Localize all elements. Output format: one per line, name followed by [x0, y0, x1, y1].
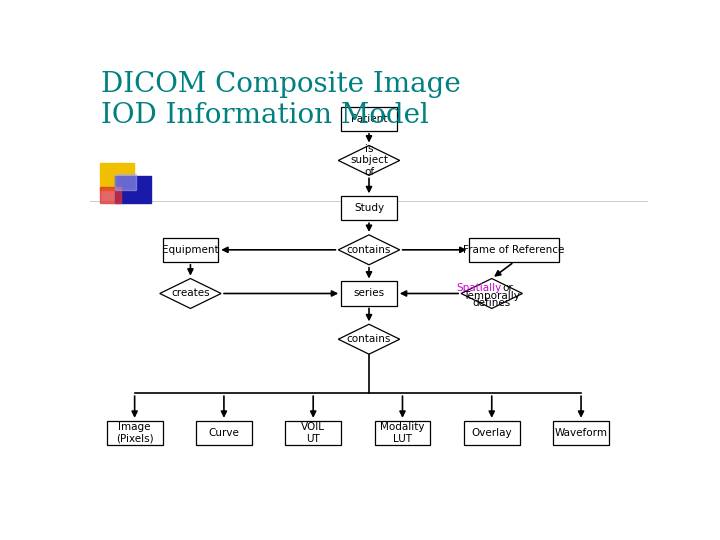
- Text: Frame of Reference: Frame of Reference: [464, 245, 564, 255]
- Text: Spatially: Spatially: [457, 283, 502, 293]
- FancyBboxPatch shape: [285, 421, 341, 445]
- Bar: [114, 174, 136, 190]
- Polygon shape: [338, 235, 400, 265]
- FancyBboxPatch shape: [464, 421, 520, 445]
- Text: Waveform: Waveform: [554, 428, 608, 438]
- Text: DICOM Composite Image
IOD Information Model: DICOM Composite Image IOD Information Mo…: [101, 71, 461, 129]
- Text: creates: creates: [171, 288, 210, 299]
- Polygon shape: [338, 324, 400, 354]
- Bar: [100, 187, 121, 203]
- FancyBboxPatch shape: [469, 238, 559, 262]
- FancyBboxPatch shape: [107, 421, 163, 445]
- Text: Equipment: Equipment: [162, 245, 219, 255]
- FancyBboxPatch shape: [341, 107, 397, 131]
- FancyBboxPatch shape: [374, 421, 431, 445]
- Text: defines: defines: [472, 299, 511, 308]
- Text: Modality
LUT: Modality LUT: [380, 422, 425, 443]
- Bar: [100, 163, 133, 190]
- FancyBboxPatch shape: [341, 281, 397, 306]
- Text: series: series: [354, 288, 384, 299]
- Bar: [114, 176, 150, 203]
- Text: Temporally: Temporally: [464, 291, 520, 301]
- FancyBboxPatch shape: [553, 421, 609, 445]
- FancyBboxPatch shape: [163, 238, 218, 262]
- Polygon shape: [338, 145, 400, 176]
- Text: Curve: Curve: [209, 428, 239, 438]
- Text: VOIL
UT: VOIL UT: [301, 422, 325, 443]
- Polygon shape: [461, 279, 523, 308]
- Text: or: or: [502, 283, 513, 293]
- Text: Overlay: Overlay: [472, 428, 512, 438]
- Polygon shape: [160, 279, 221, 308]
- Text: contains: contains: [347, 245, 391, 255]
- Text: Patient: Patient: [351, 114, 387, 124]
- Text: is
subject
of: is subject of: [350, 144, 388, 177]
- FancyBboxPatch shape: [341, 196, 397, 220]
- FancyBboxPatch shape: [196, 421, 252, 445]
- Text: Study: Study: [354, 203, 384, 213]
- Text: Image
(Pixels): Image (Pixels): [116, 422, 153, 443]
- Text: contains: contains: [347, 334, 391, 344]
